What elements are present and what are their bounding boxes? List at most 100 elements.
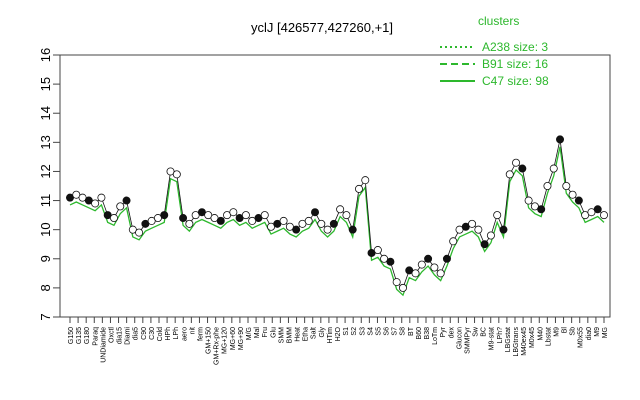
data-point: [172, 170, 181, 179]
data-point: [229, 208, 238, 217]
plot-frame: [59, 54, 611, 318]
x-tick-label: GM+Rx-phe: [214, 327, 221, 365]
x-tick-label: H2O: [335, 326, 342, 341]
x-tick-label: MG+120: [222, 327, 229, 354]
x-tick-label: dia15: [117, 327, 124, 344]
y-tick-label: 13: [38, 135, 53, 149]
x-tick-label: Paraq: [92, 327, 99, 346]
data-point: [373, 246, 382, 255]
data-point: [135, 228, 144, 237]
data-point: [512, 158, 521, 167]
data-point: [556, 135, 565, 144]
data-point: [524, 196, 533, 205]
data-point: [97, 193, 106, 202]
data-point: [537, 205, 546, 214]
x-tick-label: Glu: [270, 327, 277, 338]
x-tick-label: M9: [594, 327, 601, 337]
y-tick-label: 15: [38, 77, 53, 91]
y-tick-label: 8: [38, 284, 53, 291]
x-tick-label: S1: [343, 327, 350, 336]
data-point: [109, 214, 118, 223]
data-point: [468, 219, 477, 228]
x-tick-label: BC: [481, 327, 488, 337]
data-point: [216, 216, 225, 225]
data-point: [593, 205, 602, 214]
x-tick-label: LPh?: [497, 327, 504, 343]
data-point: [518, 164, 527, 173]
data-point: [304, 216, 313, 225]
x-tick-label: S7: [392, 327, 399, 336]
x-tick-label: M9-stat: [489, 327, 496, 350]
x-tick-label: LoTm: [432, 327, 439, 345]
x-tick-label: M40ex45: [521, 327, 528, 356]
data-point: [574, 196, 583, 205]
data-point: [292, 225, 301, 234]
x-tick-label: B38: [424, 327, 431, 340]
legend: clusters A238 size: 3 B91 size: 16 C47 s…: [440, 14, 549, 88]
x-tick-label: nit: [189, 327, 196, 334]
x-tick-label: UNDiamide: [100, 327, 107, 363]
x-tick-label: Etha: [303, 327, 310, 342]
x-tick-label: aero: [181, 327, 188, 341]
data-point: [348, 225, 357, 234]
x-tick-label: HPh: [165, 327, 172, 341]
data-point: [543, 181, 552, 190]
data-point: [317, 219, 326, 228]
data-point: [386, 257, 395, 266]
data-point: [179, 214, 188, 223]
x-tick-label: MG+60: [230, 327, 237, 350]
data-point: [311, 208, 320, 217]
x-tick-label: M/G: [246, 327, 253, 340]
x-tick-label: dex: [448, 327, 455, 339]
x-tick-label: C30: [149, 327, 156, 340]
data-point: [499, 225, 508, 234]
x-tick-label: ferm: [197, 327, 204, 341]
legend-entry-label: C47 size: 98: [482, 74, 549, 88]
x-tick-label: HTim: [327, 327, 334, 344]
x-tick-label: M40: [537, 327, 544, 341]
data-point: [442, 254, 451, 263]
y-axis: 7 8 9 10 11 12 13 14 15 16: [38, 48, 60, 321]
data-point: [354, 184, 363, 193]
x-tick-label: BT: [408, 326, 415, 336]
data-point: [411, 269, 420, 278]
data-point: [562, 181, 571, 190]
chart-title: yclJ [426577,427260,+1]: [251, 20, 393, 35]
x-tick-label: S8: [400, 327, 407, 336]
x-tick-label: Mal: [254, 327, 261, 339]
x-tick-label: Heat: [295, 327, 302, 342]
x-tick-label: G180: [84, 327, 91, 344]
x-tick-label: LPh: [173, 327, 180, 340]
data-point: [505, 170, 514, 179]
data-point: [486, 231, 495, 240]
data-point: [449, 237, 458, 246]
x-tick-label: C90: [141, 327, 148, 340]
legend-entry-label: A238 size: 3: [482, 40, 548, 54]
legend-entry-label: B91 size: 16: [482, 57, 548, 71]
x-tick-label: Sw: [473, 326, 480, 337]
data-point: [361, 176, 370, 185]
x-tick-label: S6: [384, 327, 391, 336]
data-point: [260, 211, 269, 220]
x-tick-label: BMM: [286, 327, 293, 344]
data-point: [436, 269, 445, 278]
y-tick-label: 12: [38, 164, 53, 178]
x-tick-label: M0x55: [578, 327, 585, 348]
x-tick-label: Sb: [570, 327, 577, 336]
x-tick-label: G150: [68, 327, 75, 344]
x-tick-label: M9: [553, 327, 560, 337]
data-point: [549, 164, 558, 173]
x-tick-label: Bl: [562, 327, 569, 334]
data-point: [336, 205, 345, 214]
x-tick-label: M0x45: [529, 327, 536, 348]
data-point: [160, 211, 169, 220]
x-tick-label: S5: [375, 327, 382, 336]
data-point: [493, 211, 502, 220]
y-tick-label: 9: [38, 255, 53, 262]
data-point: [342, 211, 351, 220]
data-point: [241, 211, 250, 220]
x-tick-label: Glucon: [456, 327, 463, 349]
x-tick-label: Fru: [262, 327, 269, 338]
data-point: [424, 254, 433, 263]
